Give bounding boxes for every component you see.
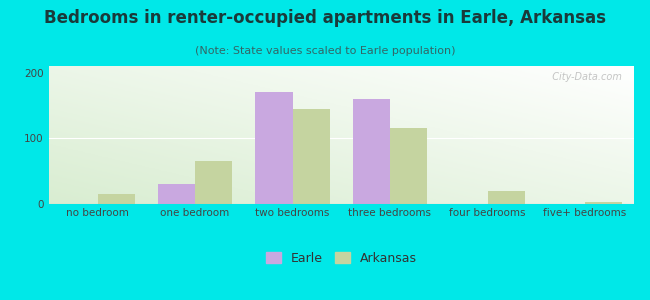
Text: City-Data.com: City-Data.com [546,71,622,82]
Bar [585,202,622,204]
Bar [292,109,330,204]
Text: (Note: State values scaled to Earle population): (Note: State values scaled to Earle popu… [195,46,455,56]
Bar [390,128,427,204]
Legend: Earle, Arkansas: Earle, Arkansas [261,247,422,269]
Bar [195,161,232,204]
Text: Bedrooms in renter-occupied apartments in Earle, Arkansas: Bedrooms in renter-occupied apartments i… [44,9,606,27]
Bar [353,99,390,204]
Bar [255,92,292,204]
Bar [158,184,195,204]
Bar [98,194,135,204]
Bar [488,191,525,204]
